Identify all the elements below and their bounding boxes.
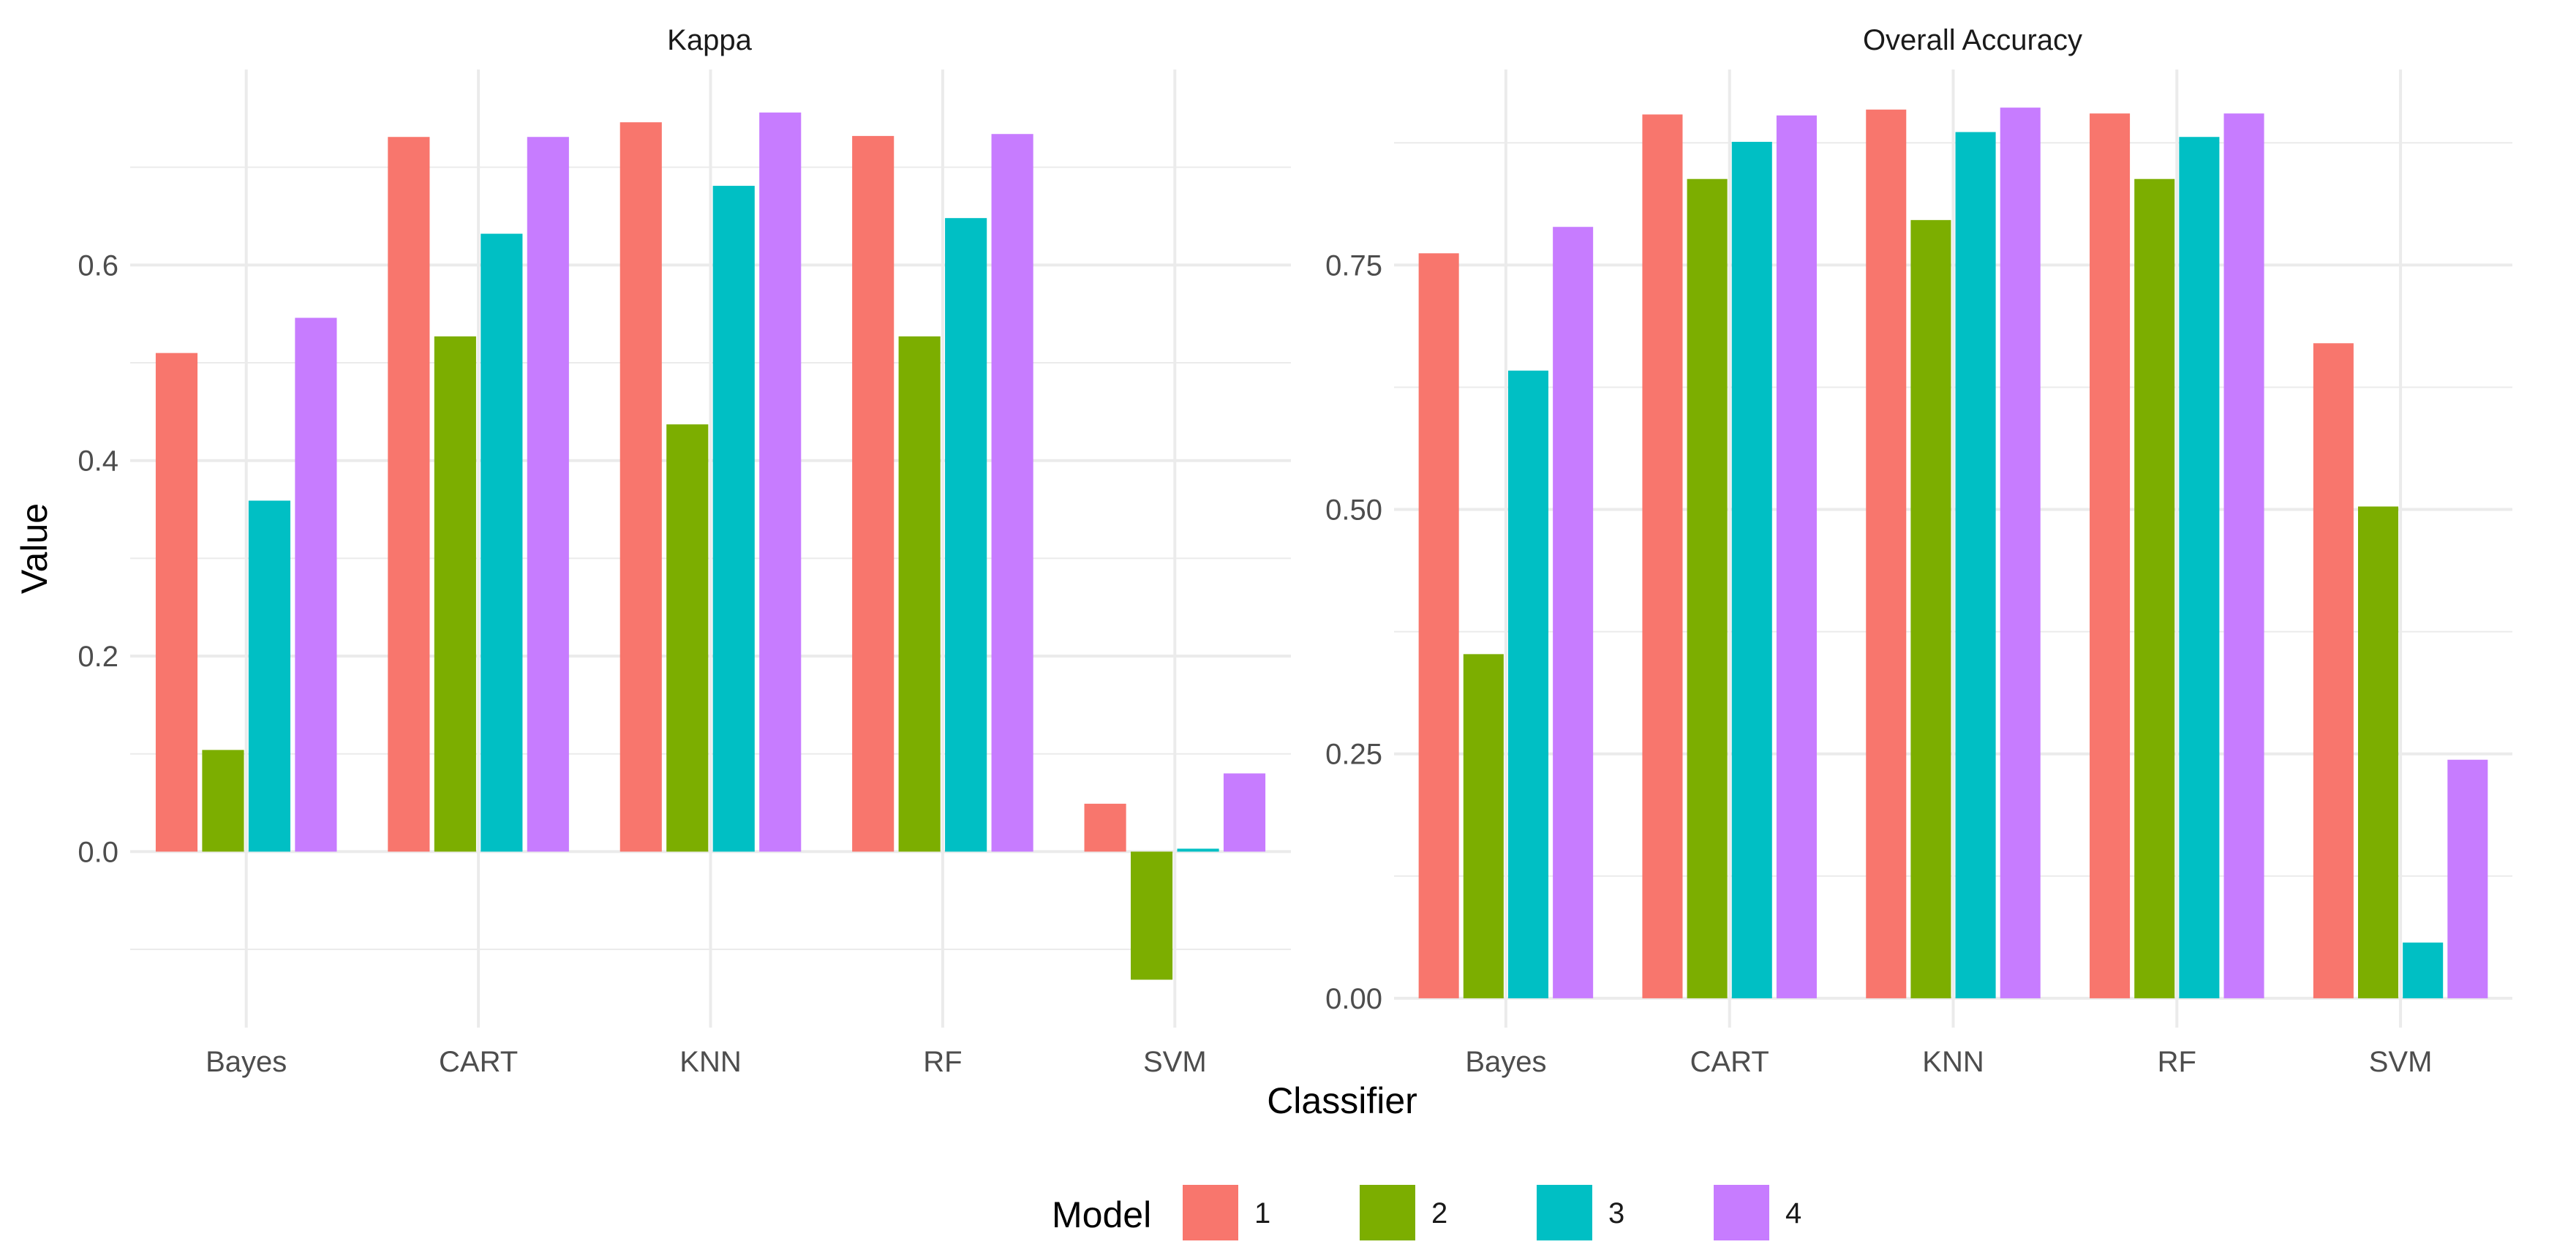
bar-kappa-rf-model-2 bbox=[898, 336, 941, 852]
bar-kappa-svm-model-2 bbox=[1130, 851, 1173, 980]
bar-kappa-cart-model-1 bbox=[388, 137, 430, 852]
bar-overall-accuracy-svm-model-3 bbox=[2403, 942, 2444, 998]
bar-overall-accuracy-rf-model-2 bbox=[2134, 178, 2175, 998]
x-tick-label-knn: KNN bbox=[679, 1046, 741, 1078]
bar-kappa-svm-model-1 bbox=[1084, 803, 1126, 852]
legend: Model 1 2 3 4 bbox=[1052, 1185, 1801, 1240]
bar-kappa-cart-model-4 bbox=[527, 137, 569, 852]
x-tick-label-cart: CART bbox=[439, 1046, 518, 1078]
bar-overall-accuracy-cart-model-4 bbox=[1776, 115, 1817, 998]
x-tick-label-knn: KNN bbox=[1922, 1046, 1984, 1078]
y-tick-label: 0.4 bbox=[78, 445, 118, 478]
bar-overall-accuracy-bayes-model-2 bbox=[1463, 654, 1504, 998]
y-tick-label: 0.0 bbox=[78, 836, 118, 868]
bar-overall-accuracy-cart-model-2 bbox=[1687, 178, 1728, 998]
bar-kappa-cart-model-3 bbox=[481, 233, 523, 852]
x-tick-label-rf: RF bbox=[2158, 1046, 2196, 1078]
legend-label-model-1: 1 bbox=[1254, 1197, 1270, 1229]
bar-overall-accuracy-bayes-model-3 bbox=[1507, 370, 1548, 998]
bar-overall-accuracy-svm-model-4 bbox=[2447, 759, 2488, 998]
y-tick-label: 0.2 bbox=[78, 641, 118, 673]
y-tick-label: 0.00 bbox=[1325, 983, 1382, 1015]
x-tick-label-svm: SVM bbox=[2369, 1046, 2433, 1078]
y-tick-label: 0.25 bbox=[1325, 739, 1382, 771]
bar-overall-accuracy-svm-model-1 bbox=[2313, 343, 2354, 998]
bar-overall-accuracy-knn-model-1 bbox=[1866, 109, 1907, 998]
y-tick-label: 0.6 bbox=[78, 249, 118, 282]
bar-kappa-rf-model-3 bbox=[945, 218, 987, 852]
panel-kappa: Kappa 0.0 0.2 0.4 0.6 Bayes CART KNN RF SVM bbox=[78, 24, 1291, 1078]
bar-kappa-svm-model-3 bbox=[1177, 848, 1219, 852]
bar-kappa-bayes-model-2 bbox=[202, 750, 244, 852]
bar-kappa-cart-model-2 bbox=[434, 336, 476, 852]
legend-key-model-4 bbox=[1714, 1185, 1769, 1240]
bar-kappa-svm-model-4 bbox=[1223, 773, 1266, 852]
y-tick-label: 0.75 bbox=[1325, 249, 1382, 282]
bar-overall-accuracy-knn-model-2 bbox=[1910, 219, 1951, 998]
legend-key-model-2 bbox=[1360, 1185, 1415, 1240]
legend-key-model-1 bbox=[1183, 1185, 1238, 1240]
bar-kappa-bayes-model-1 bbox=[155, 353, 198, 852]
panel-title-kappa: Kappa bbox=[667, 24, 752, 56]
bar-kappa-bayes-model-3 bbox=[248, 500, 290, 852]
bar-kappa-knn-model-2 bbox=[666, 424, 709, 852]
bar-kappa-rf-model-4 bbox=[991, 134, 1033, 852]
bar-overall-accuracy-bayes-model-4 bbox=[1553, 227, 1594, 998]
bar-overall-accuracy-svm-model-2 bbox=[2358, 506, 2399, 998]
x-tick-label-svm: SVM bbox=[1143, 1046, 1207, 1078]
bar-kappa-rf-model-1 bbox=[852, 135, 895, 852]
legend-title: Model bbox=[1052, 1194, 1151, 1235]
bar-overall-accuracy-bayes-model-1 bbox=[1418, 253, 1459, 998]
bar-kappa-knn-model-3 bbox=[712, 186, 755, 852]
x-tick-label-bayes: Bayes bbox=[206, 1046, 287, 1078]
y-axis-title: Value bbox=[14, 503, 55, 594]
bar-kappa-knn-model-1 bbox=[619, 122, 662, 852]
bar-overall-accuracy-cart-model-3 bbox=[1731, 141, 1772, 998]
bar-overall-accuracy-rf-model-4 bbox=[2223, 113, 2264, 998]
x-tick-label-rf: RF bbox=[923, 1046, 962, 1078]
legend-label-model-4: 4 bbox=[1785, 1197, 1801, 1229]
x-tick-label-bayes: Bayes bbox=[1465, 1046, 1546, 1078]
x-axis-title: Classifier bbox=[1267, 1080, 1417, 1121]
x-tick-label-cart: CART bbox=[1690, 1046, 1769, 1078]
bar-overall-accuracy-rf-model-3 bbox=[2179, 137, 2220, 998]
bar-kappa-bayes-model-4 bbox=[295, 317, 337, 852]
panel-overall-accuracy: Overall Accuracy 0.00 0.25 0.50 0.75 Bayes CA… bbox=[1325, 24, 2512, 1078]
bar-kappa-knn-model-4 bbox=[759, 112, 802, 852]
bar-overall-accuracy-knn-model-3 bbox=[1955, 132, 1996, 998]
panel-title-overall-accuracy: Overall Accuracy bbox=[1863, 24, 2082, 56]
legend-label-model-3: 3 bbox=[1608, 1197, 1624, 1229]
y-tick-label: 0.50 bbox=[1325, 494, 1382, 527]
bar-overall-accuracy-cart-model-1 bbox=[1642, 114, 1683, 998]
legend-label-model-2: 2 bbox=[1431, 1197, 1447, 1229]
legend-key-model-3 bbox=[1537, 1185, 1592, 1240]
bar-overall-accuracy-knn-model-4 bbox=[2000, 108, 2041, 998]
bar-overall-accuracy-rf-model-1 bbox=[2090, 113, 2131, 998]
